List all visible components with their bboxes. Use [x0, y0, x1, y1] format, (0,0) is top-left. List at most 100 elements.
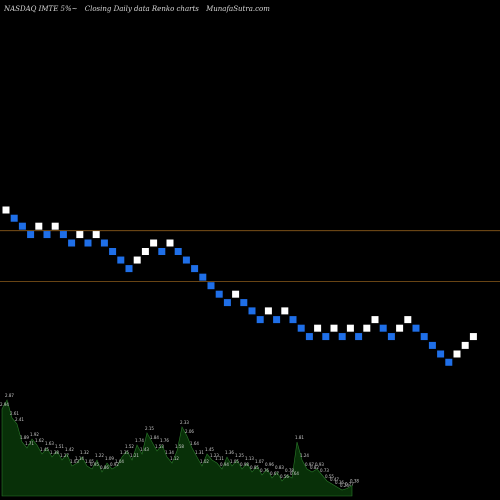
volume-label-0: 2.94: [0, 402, 9, 407]
volume-label-34: 1.12: [170, 456, 179, 461]
volume-labels: 2.942.872.612.411.891.711.921.621.451.63…: [0, 393, 359, 488]
volume-label-56: 0.56: [280, 474, 289, 479]
renko-brick-41: [338, 333, 346, 341]
volume-label-2: 2.61: [10, 411, 19, 416]
volume-label-47: 1.25: [235, 453, 244, 458]
renko-brick-28: [232, 290, 240, 298]
volume-label-27: 1.74: [135, 438, 144, 443]
renko-brick-20: [166, 239, 174, 247]
volume-label-66: 0.47: [330, 477, 339, 482]
renko-brick-4: [35, 222, 43, 230]
volume-series: [1, 399, 353, 497]
volume-label-14: 1.03: [70, 459, 79, 464]
volume-label-42: 1.23: [210, 453, 219, 458]
renko-brick-38: [314, 324, 322, 332]
volume-label-15: 1.14: [75, 456, 84, 461]
renko-brick-46: [379, 324, 387, 332]
volume-label-19: 1.22: [95, 453, 104, 458]
volume-label-32: 1.76: [160, 438, 169, 443]
renko-brick-25: [207, 282, 215, 290]
renko-brick-7: [59, 231, 67, 239]
volume-area: [1, 399, 353, 497]
volume-label-1: 2.87: [5, 393, 14, 398]
volume-label-10: 1.38: [50, 450, 59, 455]
renko-brick-5: [43, 231, 51, 239]
renko-brick-9: [76, 231, 84, 239]
volume-label-48: 0.98: [240, 462, 249, 467]
volume-label-44: 0.94: [220, 462, 229, 467]
volume-label-35: 1.58: [175, 444, 184, 449]
renko-brick-19: [158, 248, 166, 256]
volume-label-16: 1.32: [80, 450, 89, 455]
volume-label-60: 1.24: [300, 453, 309, 458]
site-name: MunafaSutra.com: [206, 5, 270, 13]
renko-brick-26: [215, 290, 223, 298]
renko-brick-2: [18, 222, 26, 230]
volume-label-36: 2.33: [180, 420, 189, 425]
volume-label-43: 1.11: [215, 456, 224, 461]
renko-brick-34: [281, 307, 289, 315]
volume-label-54: 0.67: [270, 471, 279, 476]
renko-brick-50: [412, 324, 420, 332]
volume-label-6: 1.92: [30, 432, 39, 437]
renko-brick-15: [125, 265, 133, 273]
renko-brick-35: [289, 316, 297, 324]
renko-brick-22: [182, 256, 190, 264]
renko-brick-33: [273, 316, 281, 324]
volume-label-29: 2.15: [145, 426, 154, 431]
renko-brick-52: [428, 341, 436, 349]
volume-label-61: 0.97: [305, 462, 314, 467]
volume-label-40: 1.02: [200, 459, 209, 464]
volume-label-45: 1.36: [225, 450, 234, 455]
renko-brick-31: [256, 316, 264, 324]
renko-brick-49: [404, 316, 412, 324]
volume-label-59: 1.81: [295, 435, 304, 440]
volume-label-20: 0.86: [100, 465, 109, 470]
renko-brick-47: [387, 333, 395, 341]
volume-label-65: 0.55: [325, 474, 334, 479]
renko-brick-11: [92, 231, 100, 239]
volume-label-62: 0.82: [310, 465, 319, 470]
price-levels: [0, 230, 500, 282]
volume-label-53: 0.96: [265, 462, 274, 467]
volume-label-21: 1.09: [105, 456, 114, 461]
volume-label-49: 1.13: [245, 456, 254, 461]
volume-label-18: 0.95: [90, 462, 99, 467]
volume-label-4: 1.89: [20, 435, 29, 440]
volume-label-52: 0.76: [260, 468, 269, 473]
renko-brick-6: [51, 222, 59, 230]
renko-brick-40: [330, 324, 338, 332]
renko-brick-36: [297, 324, 305, 332]
volume-label-8: 1.45: [40, 447, 49, 452]
volume-label-57: 0.78: [285, 468, 294, 473]
volume-label-31: 1.53: [155, 444, 164, 449]
renko-brick-37: [305, 333, 313, 341]
renko-brick-48: [396, 324, 404, 332]
renko-brick-54: [445, 358, 453, 366]
renko-brick-24: [199, 273, 207, 281]
volume-label-25: 1.52: [125, 444, 134, 449]
renko-brick-17: [141, 248, 149, 256]
volume-label-37: 2.06: [185, 429, 194, 434]
volume-label-39: 1.31: [195, 450, 204, 455]
volume-label-41: 1.45: [205, 447, 214, 452]
volume-label-51: 1.07: [255, 459, 264, 464]
renko-brick-32: [264, 307, 272, 315]
volume-label-50: 0.85: [250, 465, 259, 470]
renko-brick-10: [84, 239, 92, 247]
volume-label-5: 1.71: [25, 441, 34, 446]
renko-brick-56: [461, 341, 469, 349]
renko-brick-29: [240, 299, 248, 307]
renko-brick-27: [223, 299, 231, 307]
exchange-symbol: NASDAQ IMTE 5%~: [4, 5, 78, 13]
renko-brick-30: [248, 307, 256, 315]
chart-header: NASDAQ IMTE 5%~ Closing Daily data Renko…: [4, 3, 496, 15]
volume-label-70: 0.38: [350, 479, 359, 484]
volume-label-9: 1.63: [45, 441, 54, 446]
volume-label-58: 0.64: [290, 471, 299, 476]
volume-label-7: 1.62: [35, 438, 44, 443]
volume-label-11: 1.51: [55, 444, 64, 449]
volume-label-64: 0.73: [320, 468, 329, 473]
